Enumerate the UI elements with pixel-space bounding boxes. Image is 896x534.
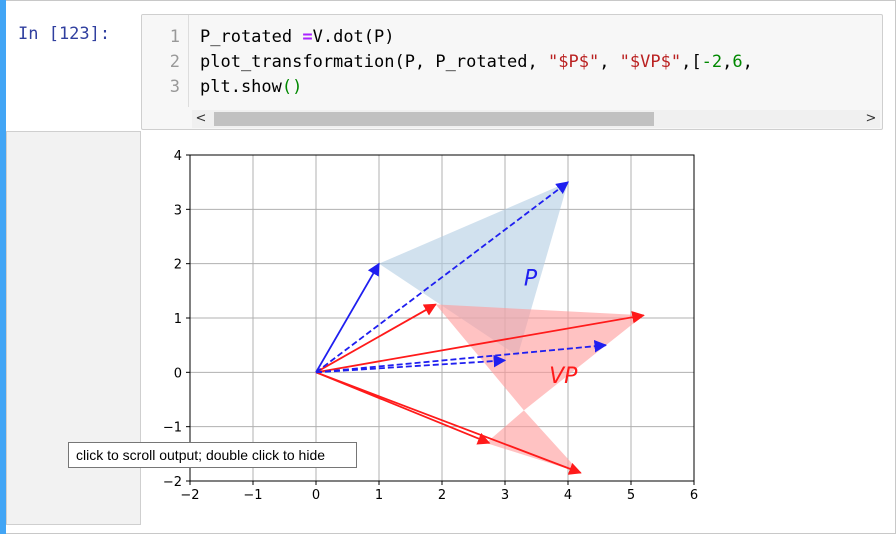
- input-prompt: In [123]:: [18, 24, 111, 44]
- x-tick-label: −2: [180, 488, 199, 503]
- scroll-output-tooltip: click to scroll output; double click to …: [68, 442, 357, 468]
- code-line[interactable]: plot_transformation(P, P_rotated, "$P$",…: [200, 52, 753, 72]
- scrollbar-thumb[interactable]: [214, 112, 654, 126]
- code-line[interactable]: plt.show(): [200, 77, 302, 97]
- cell-selection-bar: [0, 0, 6, 534]
- y-tick-label: 0: [174, 366, 182, 381]
- line-number-gutter: 1 2 3: [142, 15, 189, 107]
- solid-arrow: [315, 303, 437, 374]
- x-tick-label: 3: [501, 488, 509, 503]
- series-label-vp: VP: [549, 364, 578, 389]
- code-token: V.dot(P): [312, 27, 395, 47]
- scroll-right-icon[interactable]: >: [865, 111, 877, 126]
- horizontal-scrollbar[interactable]: < >: [192, 110, 880, 128]
- code-token: ,: [599, 52, 620, 72]
- line-number: 2: [169, 52, 180, 72]
- y-tick-label: 2: [174, 258, 182, 273]
- code-token: ,: [742, 52, 753, 72]
- code-line[interactable]: P_rotated =V.dot(P): [200, 27, 395, 47]
- solid-arrow: [315, 311, 645, 374]
- y-tick-label: −2: [163, 475, 182, 490]
- dashed-arrow: [315, 354, 507, 374]
- code-token: plt.show: [200, 77, 282, 97]
- code-token: P_rotated: [200, 27, 303, 47]
- code-token: (): [281, 77, 303, 97]
- code-token: -2: [701, 52, 723, 72]
- transformation-plot: −2 −1 0 1 2 3 4 5 6 −2 −1 0 1 2 3 4 P VP: [163, 149, 698, 503]
- x-tick-label: 2: [438, 488, 446, 503]
- x-tick-label: 1: [375, 488, 383, 503]
- x-tick-label: 4: [564, 488, 572, 503]
- polygon-vp-bottom: [486, 410, 581, 473]
- x-tick-label: 6: [690, 488, 698, 503]
- y-tick-label: −1: [163, 421, 182, 436]
- code-token: ,[: [681, 52, 702, 72]
- code-token: "$P$": [548, 52, 600, 72]
- polygon-vp-top: [435, 304, 644, 411]
- solid-arrow: [315, 262, 380, 373]
- code-token: ,: [722, 52, 733, 72]
- series-label-p: P: [524, 266, 538, 291]
- line-number: 3: [169, 77, 180, 97]
- x-tick-label: 5: [627, 488, 635, 503]
- y-tick-label: 3: [174, 203, 182, 218]
- dashed-arrow: [315, 181, 570, 374]
- x-tick-label: −1: [243, 488, 262, 503]
- y-tick-label: 1: [174, 312, 182, 327]
- solid-arrow: [315, 371, 582, 475]
- code-token: =: [302, 27, 313, 47]
- scroll-left-icon[interactable]: <: [195, 111, 207, 126]
- dashed-arrow: [315, 339, 608, 374]
- x-tick-label: 0: [312, 488, 320, 503]
- code-token: "$VP$": [619, 52, 682, 72]
- code-token: plot_transformation(P, P_rotated,: [200, 52, 548, 72]
- line-number: 1: [169, 27, 180, 47]
- y-tick-label: 4: [174, 149, 182, 164]
- code-token: 6: [732, 52, 743, 72]
